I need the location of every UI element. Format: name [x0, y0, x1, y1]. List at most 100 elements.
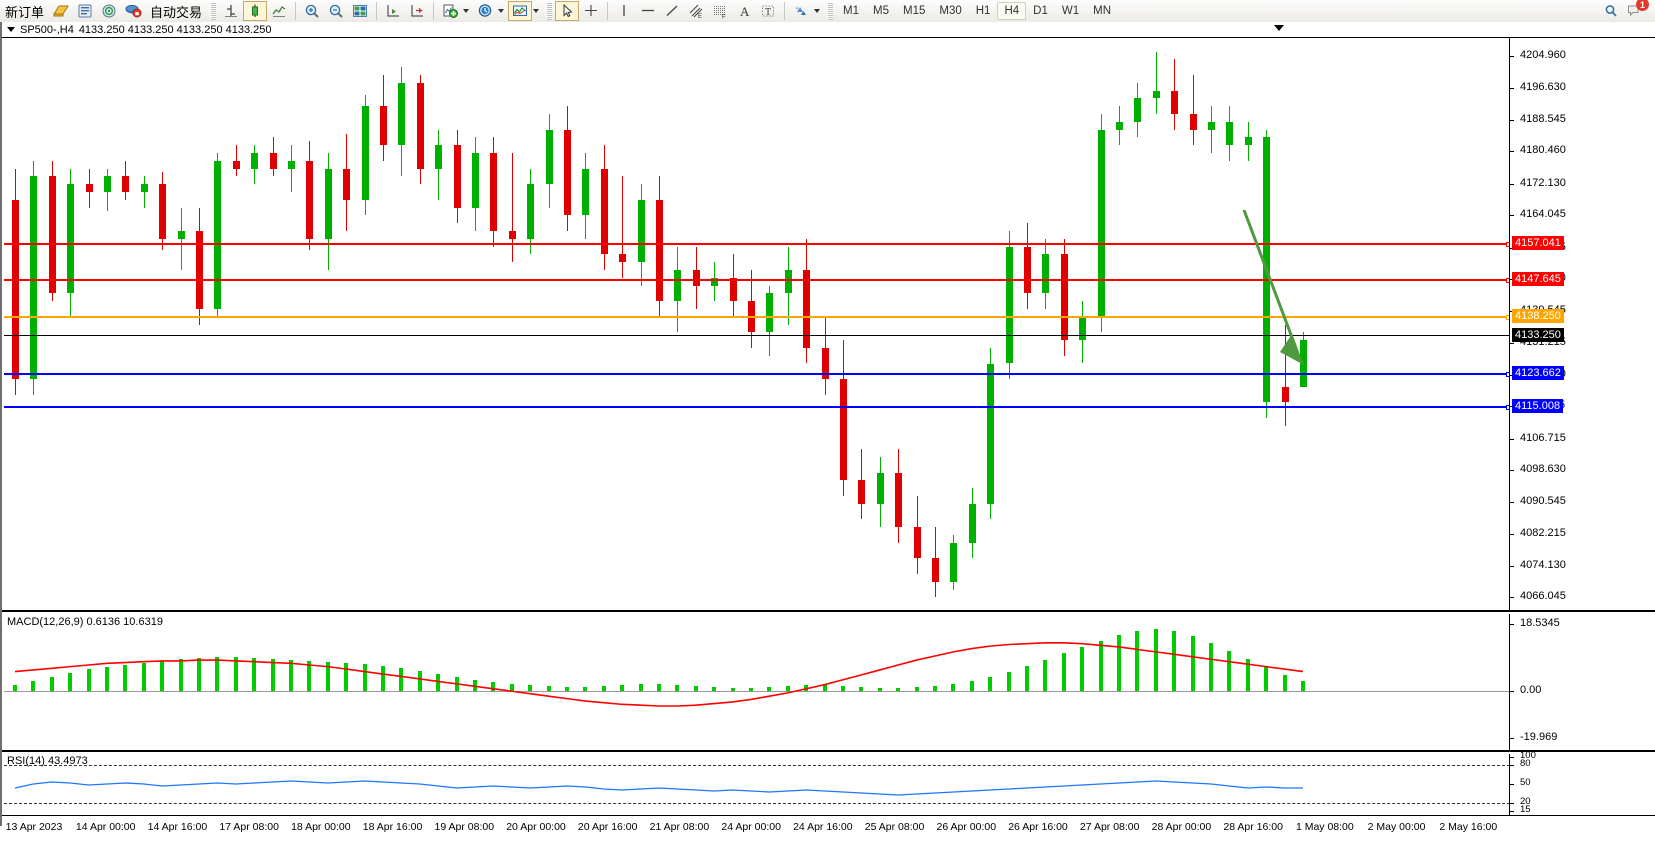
price-axis[interactable]: 4204.960 4196.630 4188.545 4180.460 4172.130… — [1509, 38, 1655, 610]
period-icon[interactable] — [473, 1, 497, 21]
vline-icon[interactable] — [612, 1, 636, 21]
macd-plot-area[interactable] — [4, 614, 1510, 750]
trendline-icon[interactable] — [660, 1, 684, 21]
timeframe-button-d1[interactable]: D1 — [1033, 5, 1048, 17]
rsi-plot-area[interactable] — [4, 754, 1510, 815]
rsi-axis[interactable]: 100 80 50 20 15 — [1509, 750, 1655, 815]
market-watch-icon[interactable] — [97, 1, 121, 21]
time-axis-label: 18 Apr 00:00 — [291, 821, 351, 833]
price-level-anchor[interactable] — [1506, 371, 1510, 377]
price-level-tag-support[interactable]: 4115.008 — [1512, 399, 1564, 414]
candle — [472, 38, 479, 610]
timeframe-button-m1[interactable]: M1 — [843, 5, 860, 17]
price-level-line-resistance[interactable] — [4, 278, 1510, 284]
candle — [987, 38, 995, 610]
time-axis[interactable]: 13 Apr 2023 14 Apr 00:00 14 Apr 16:00 17 Ap… — [2, 817, 1655, 848]
price-level-line-resistance[interactable] — [4, 241, 1510, 247]
macd-histogram-bar — [215, 657, 220, 692]
price-level-line-last-price[interactable] — [4, 335, 1510, 337]
candle — [306, 38, 314, 610]
candle-chart-icon[interactable] — [243, 1, 268, 21]
macd-histogram-bar — [657, 684, 661, 692]
price-level-anchor[interactable] — [1506, 241, 1510, 247]
macd-histogram-bar — [583, 687, 588, 692]
objects-icon[interactable] — [789, 1, 813, 21]
candle — [1208, 38, 1215, 610]
macd-histogram-bar — [307, 661, 312, 692]
price-level-anchor[interactable] — [1506, 405, 1510, 411]
price-level-tag-last-price[interactable]: 4133.250 — [1512, 328, 1564, 343]
text-icon[interactable]: A — [732, 1, 756, 21]
timeframe-button-w1[interactable]: W1 — [1061, 5, 1080, 17]
macd-histogram-bar — [31, 681, 36, 692]
price-level-tag-resistance[interactable]: 4157.041 — [1512, 235, 1564, 250]
chart-menu-caret-icon[interactable] — [7, 27, 15, 32]
chart-shift-icon[interactable] — [381, 1, 405, 21]
chevron-down-icon[interactable] — [533, 9, 540, 13]
price-axis-tick-label: 4204.960 — [1520, 48, 1566, 61]
candle — [1005, 38, 1013, 610]
alerts-icon[interactable]: 1 — [1623, 0, 1649, 21]
indicators-icon[interactable] — [438, 1, 462, 21]
folder-icon[interactable] — [49, 1, 73, 21]
crosshair-icon[interactable] — [579, 1, 603, 21]
price-level-tag-resistance[interactable]: 4147.645 — [1512, 272, 1564, 287]
toolbar-grip[interactable] — [827, 2, 834, 20]
line-chart-icon[interactable] — [267, 1, 291, 21]
autotrade-button[interactable]: 自动交易 — [150, 4, 203, 20]
price-level-tag-pivot[interactable]: 4138.250 — [1512, 308, 1564, 323]
timeframe-button-m30[interactable]: M30 — [939, 5, 962, 17]
macd-histogram-bar — [178, 659, 183, 692]
toolbar-separator — [433, 2, 435, 20]
timeframe-button-h4[interactable]: H4 — [997, 2, 1027, 20]
toolbar-grip[interactable] — [546, 2, 553, 20]
macd-axis[interactable]: 18.5345 0.00 -19.969 — [1509, 614, 1655, 750]
zoom-out-icon[interactable] — [324, 1, 348, 21]
cursor-icon[interactable] — [555, 1, 580, 21]
autotrade-icon[interactable] — [121, 1, 145, 21]
candle — [711, 38, 719, 610]
candle — [85, 38, 93, 610]
price-level-line-support[interactable] — [4, 405, 1510, 411]
bar-chart-icon[interactable] — [219, 1, 243, 21]
price-level-line-support[interactable] — [4, 371, 1510, 377]
price-level-anchor[interactable] — [1506, 314, 1510, 320]
chevron-down-icon[interactable] — [498, 9, 505, 13]
new-order-button[interactable]: 新订单 — [5, 4, 45, 20]
alert-badge: 1 — [1636, 0, 1649, 11]
auto-scroll-icon[interactable] — [405, 1, 429, 21]
templates-icon[interactable] — [508, 1, 533, 21]
hline-icon[interactable] — [636, 1, 660, 21]
rsi-pane[interactable]: RSI(14) 43.4973 100 80 50 20 15 — [2, 750, 1655, 816]
svg-text:E: E — [698, 14, 702, 19]
chevron-down-icon[interactable] — [814, 9, 821, 13]
chart-header: SP500-,H4 4133.250 4133.250 4133.250 413… — [2, 22, 1655, 37]
price-pane[interactable]: 4204.960 4196.630 4188.545 4180.460 4172.130… — [2, 25, 1655, 612]
macd-pane[interactable]: MACD(12,26,9) 0.6136 10.6319 18.5345 0.00… — [2, 614, 1655, 752]
toolbar-grip[interactable] — [210, 2, 217, 20]
toolbar-separator — [376, 2, 378, 20]
fibo-icon[interactable]: F — [708, 1, 732, 21]
candle — [232, 38, 240, 610]
macd-histogram-bar — [289, 660, 293, 692]
timeframe-button-m15[interactable]: M15 — [903, 5, 926, 17]
timeframe-button-m5[interactable]: M5 — [873, 5, 889, 17]
price-level-tag-support[interactable]: 4123.662 — [1512, 365, 1564, 380]
profiles-icon[interactable] — [73, 1, 97, 21]
label-icon[interactable]: T — [756, 1, 780, 21]
time-axis-label: 1 May 08:00 — [1295, 821, 1354, 833]
chevron-down-icon[interactable] — [463, 9, 470, 13]
macd-histogram-bar — [1301, 681, 1305, 692]
search-icon[interactable] — [1599, 1, 1623, 21]
price-plot-area[interactable] — [4, 38, 1510, 610]
time-axis-label: 28 Apr 16:00 — [1223, 821, 1283, 833]
price-axis-tick-label: 4074.130 — [1520, 558, 1566, 571]
price-level-line-pivot[interactable] — [4, 314, 1510, 320]
price-level-anchor[interactable] — [1506, 278, 1510, 284]
tile-windows-icon[interactable] — [348, 1, 372, 21]
equidistant-icon[interactable]: E — [684, 1, 708, 21]
timeframe-button-h1[interactable]: H1 — [975, 5, 991, 17]
timeframe-button-mn[interactable]: MN — [1093, 5, 1111, 17]
candle — [748, 38, 755, 610]
zoom-in-icon[interactable] — [300, 1, 324, 21]
